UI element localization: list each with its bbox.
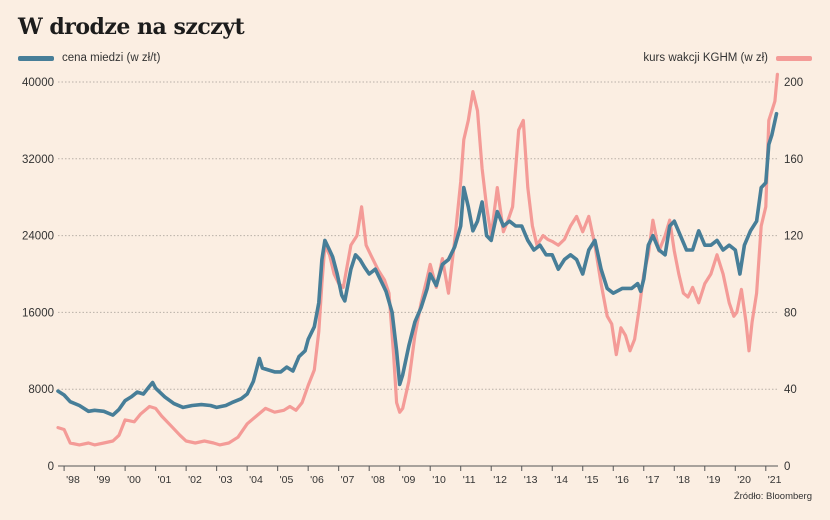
y-right-tick-label: 40 — [784, 384, 797, 396]
y-right-tick-label: 0 — [784, 461, 790, 473]
x-tick-label: '11 — [463, 474, 476, 486]
legend-kghm-swatch — [776, 55, 812, 61]
y-left-tick-label: 40000 — [22, 77, 54, 89]
x-tick-label: '10 — [432, 474, 446, 486]
x-tick-label: '99 — [97, 474, 111, 486]
series-line-copper — [56, 111, 779, 417]
legend-kghm: kurs wakcji KGHM (w zł) — [643, 52, 812, 64]
y-left-tick-label: 32000 — [22, 154, 54, 166]
x-tick-label: '13 — [524, 474, 538, 486]
x-tick-label: '16 — [615, 474, 629, 486]
x-tick-label: '04 — [249, 474, 263, 486]
series-line-kghm — [56, 72, 779, 447]
x-tick-label: '01 — [158, 474, 172, 486]
legend-copper-label: cena miedzi (w zł/t) — [62, 52, 161, 64]
chart-title: W drodze na szczyt — [18, 14, 245, 40]
x-tick-label: '18 — [676, 474, 690, 486]
x-tick-label: '14 — [554, 474, 568, 486]
x-tick-label: '12 — [493, 474, 507, 486]
y-right-tick-label: 160 — [784, 154, 803, 166]
x-tick-label: '21 — [768, 474, 782, 486]
x-tick-label: '09 — [402, 474, 416, 486]
x-tick-label: '03 — [219, 474, 233, 486]
x-tick-label: '05 — [280, 474, 294, 486]
x-tick-label: '07 — [341, 474, 355, 486]
x-tick-label: '19 — [707, 474, 721, 486]
y-right-tick-label: 80 — [784, 307, 797, 319]
x-tick-label: '00 — [127, 474, 141, 486]
y-right-tick-label: 200 — [784, 77, 803, 89]
x-tick-label: '06 — [310, 474, 324, 486]
source-note: Źródło: Bloomberg — [733, 491, 812, 502]
y-right-tick-label: 120 — [784, 231, 803, 243]
y-left-tick-label: 16000 — [22, 307, 54, 319]
y-left-tick-label: 8000 — [28, 384, 54, 396]
x-tick-label: '20 — [737, 474, 751, 486]
x-tick-label: '98 — [66, 474, 80, 486]
y-left-tick-label: 24000 — [22, 231, 54, 243]
x-tick-label: '08 — [371, 474, 385, 486]
legend-copper: cena miedzi (w zł/t) — [18, 52, 160, 64]
x-tick-label: '15 — [585, 474, 599, 486]
x-tick-label: '02 — [188, 474, 202, 486]
legend-copper-swatch — [18, 55, 54, 61]
legend-kghm-label: kurs wakcji KGHM (w zł) — [643, 52, 768, 64]
y-left-tick-label: 0 — [48, 461, 54, 473]
x-tick-label: '17 — [646, 474, 660, 486]
